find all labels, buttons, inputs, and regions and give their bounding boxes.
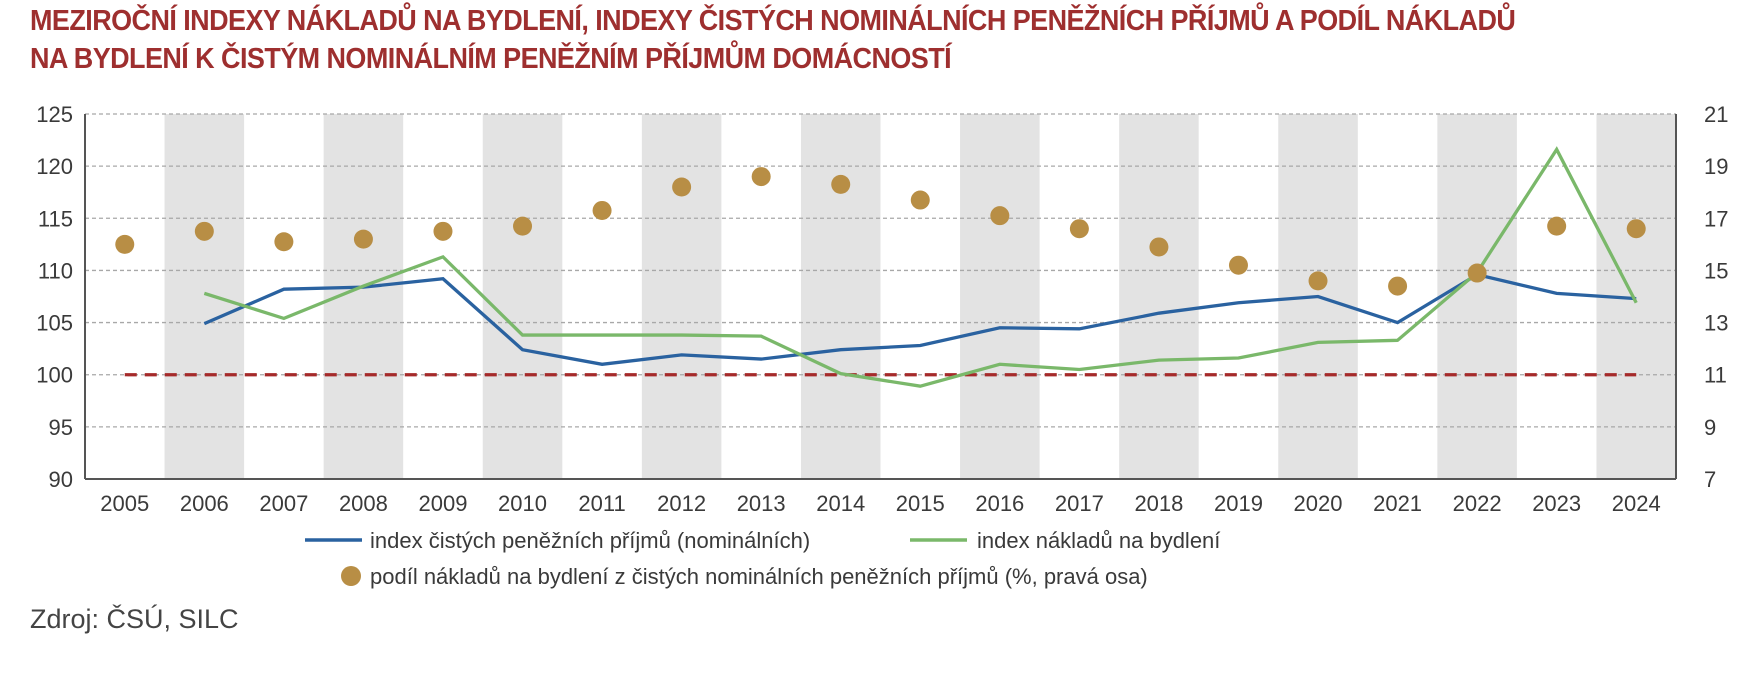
left-tick-label: 95 (49, 415, 73, 440)
dot-share-2022 (1467, 263, 1487, 283)
right-tick-label: 15 (1704, 258, 1728, 283)
band-2018 (1119, 114, 1199, 479)
legend-swatch-share (341, 566, 361, 586)
left-tick-label: 100 (36, 363, 73, 388)
x-tick-label: 2005 (100, 491, 149, 516)
dot-share-2023 (1547, 216, 1567, 236)
band-2006 (164, 114, 245, 479)
series-housing (203, 146, 1638, 388)
right-tick-label: 17 (1704, 206, 1728, 231)
right-tick-label: 9 (1704, 415, 1716, 440)
right-tick-label: 13 (1704, 311, 1728, 336)
chart-title: MEZIROČNÍ INDEXY NÁKLADŮ NA BYDLENÍ, IND… (30, 2, 1611, 78)
dot-share-2007 (274, 232, 294, 252)
x-tick-label: 2010 (498, 491, 547, 516)
dot-share-2019 (1228, 255, 1248, 275)
x-tick-label: 2022 (1453, 491, 1502, 516)
left-axis-ticks: 90 95 100 105 110 115 120 125 (36, 102, 73, 492)
right-tick-label: 19 (1704, 154, 1728, 179)
left-tick-label: 125 (36, 102, 73, 127)
dot-share-2021 (1388, 276, 1408, 296)
band-2014 (800, 114, 881, 479)
x-tick-label: 2006 (180, 491, 229, 516)
dot-share-2014 (831, 174, 851, 194)
dot-share-2018 (1149, 237, 1169, 257)
band-2016 (960, 114, 1040, 479)
x-tick-label: 2018 (1134, 491, 1183, 516)
source-note: Zdroj: ČSÚ, SILC (30, 604, 239, 634)
dot-share-2013 (751, 167, 771, 187)
band-2010 (482, 114, 563, 479)
x-tick-label: 2013 (737, 491, 786, 516)
right-axis-ticks: 7 9 11 13 15 17 19 21 (1704, 102, 1728, 492)
left-tick-label: 115 (38, 206, 73, 231)
right-tick-label: 7 (1704, 467, 1716, 492)
left-tick-label: 90 (49, 467, 73, 492)
x-tick-label: 2012 (657, 491, 706, 516)
x-axis-ticks: 2005 2006 2007 2008 2009 2010 2011 2012 2013 2014… (100, 491, 1660, 516)
x-tick-label: 2017 (1055, 491, 1104, 516)
dot-share-2008 (353, 229, 373, 249)
x-tick-label: 2008 (339, 491, 388, 516)
x-tick-label: 2016 (975, 491, 1024, 516)
axes (84, 114, 1677, 480)
series-layer (115, 146, 1646, 388)
x-tick-label: 2023 (1532, 491, 1581, 516)
x-tick-label: 2009 (418, 491, 467, 516)
chart-title-line-2: NA BYDLENÍ K ČISTÝM NOMINÁLNÍM PENĚŽNÍM … (30, 43, 952, 75)
right-tick-label: 11 (1704, 363, 1727, 388)
dot-share-2015 (910, 190, 930, 210)
x-tick-label: 2011 (578, 491, 625, 516)
left-tick-label: 110 (38, 258, 73, 283)
dot-share-2020 (1308, 271, 1328, 291)
dot-share-2005 (115, 234, 135, 254)
legend-label-income: index čistých peněžních příjmů (nomináln… (370, 528, 810, 553)
dot-share-2016 (990, 206, 1010, 226)
band-2012 (641, 114, 722, 479)
dot-share-2010 (513, 216, 533, 236)
legend: index čistých peněžních příjmů (nomináln… (305, 528, 1220, 589)
dot-share-2012 (672, 177, 692, 197)
x-tick-label: 2007 (259, 491, 308, 516)
series-share (115, 167, 1646, 296)
x-tick-label: 2020 (1294, 491, 1343, 516)
right-tick-label: 21 (1704, 102, 1728, 127)
x-tick-label: 2014 (816, 491, 865, 516)
x-tick-label: 2015 (896, 491, 945, 516)
dot-share-2011 (592, 200, 612, 220)
dot-share-2009 (433, 221, 453, 241)
dot-share-2017 (1069, 219, 1089, 239)
x-tick-label: 2021 (1373, 491, 1422, 516)
left-tick-label: 120 (36, 154, 73, 179)
left-tick-label: 105 (36, 311, 73, 336)
line-housing (203, 146, 1638, 388)
chart-title-line-1: MEZIROČNÍ INDEXY NÁKLADŮ NA BYDLENÍ, IND… (30, 5, 1516, 37)
legend-label-housing: index nákladů na bydlení (977, 528, 1220, 553)
legend-label-share: podíl nákladů na bydlení z čistých nomin… (370, 564, 1148, 589)
x-tick-label: 2019 (1214, 491, 1263, 516)
series-income (203, 272, 1637, 366)
x-tick-label: 2024 (1612, 491, 1661, 516)
dot-share-2024 (1626, 219, 1646, 239)
dot-share-2006 (194, 221, 214, 241)
